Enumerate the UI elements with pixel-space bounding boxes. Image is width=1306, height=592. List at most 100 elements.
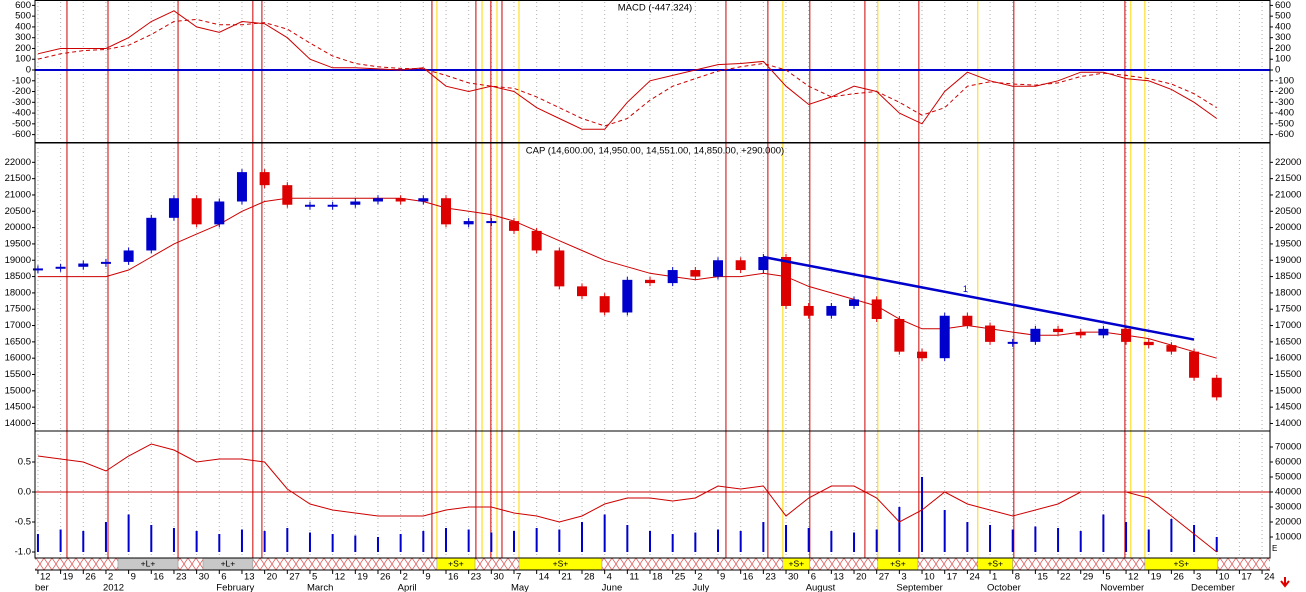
y-tick-label: 22000 bbox=[5, 157, 31, 168]
y-tick-label: 0 bbox=[26, 65, 31, 76]
x-tick-label: 9 bbox=[720, 572, 725, 583]
x-tick-label: 11 bbox=[629, 572, 639, 583]
candle bbox=[350, 201, 361, 205]
y-tick-label: 300 bbox=[1275, 32, 1291, 43]
candle bbox=[985, 325, 996, 342]
series-line bbox=[37, 18, 1217, 127]
y-tick-label: 22000 bbox=[1275, 157, 1301, 168]
band-label: +S+ bbox=[448, 558, 464, 568]
y-tick-label: -200 bbox=[12, 86, 31, 97]
volume-bar bbox=[875, 529, 878, 552]
panel-title: MACD (-447.324) bbox=[618, 3, 692, 14]
y-tick-label: -400 bbox=[12, 108, 31, 119]
y-tick-label: 21500 bbox=[1275, 173, 1301, 184]
annotation: 1 bbox=[963, 284, 968, 294]
month-label: February bbox=[216, 583, 254, 592]
volume-bar bbox=[943, 510, 946, 552]
x-tick-label: 7 bbox=[516, 572, 521, 583]
candle bbox=[939, 315, 950, 359]
candle bbox=[622, 279, 633, 313]
x-tick-label: 26 bbox=[380, 572, 391, 583]
volume-bar bbox=[603, 514, 606, 552]
x-tick-label: 20 bbox=[267, 572, 278, 583]
x-tick-label: 6 bbox=[221, 572, 226, 583]
volume-bar bbox=[59, 529, 62, 552]
x-tick-label: 19 bbox=[1151, 572, 1162, 583]
candle bbox=[327, 204, 338, 207]
volume-bar bbox=[1147, 529, 1150, 552]
candle bbox=[1121, 328, 1132, 342]
y-tick-label: 30000 bbox=[1275, 502, 1301, 513]
x-tick-label: 16 bbox=[448, 572, 459, 583]
candle bbox=[282, 185, 293, 205]
x-tick-label: 22 bbox=[1060, 572, 1071, 583]
volume-bar bbox=[512, 531, 515, 552]
volume-bar bbox=[626, 525, 629, 552]
y-tick-label: 15500 bbox=[1275, 369, 1301, 380]
volume-bar bbox=[1034, 526, 1037, 552]
y-tick-label: 19500 bbox=[1275, 238, 1301, 249]
candle bbox=[259, 172, 270, 186]
candle bbox=[894, 319, 905, 352]
y-tick-label: 21000 bbox=[5, 189, 31, 200]
y-tick-label: 16500 bbox=[5, 336, 31, 347]
x-tick-label: 5 bbox=[1105, 572, 1110, 583]
month-label: March bbox=[307, 583, 333, 592]
y-tick-label: 19500 bbox=[5, 238, 31, 249]
candle bbox=[236, 172, 247, 202]
y-tick-label: 20000 bbox=[5, 222, 31, 233]
volume-bar bbox=[898, 507, 901, 552]
osc-frame bbox=[34, 430, 1271, 559]
volume-bar bbox=[331, 534, 334, 552]
x-tick-label: 8 bbox=[1015, 572, 1020, 583]
candle bbox=[781, 256, 792, 306]
y-tick-label: 500 bbox=[15, 11, 31, 22]
x-tick-label: 13 bbox=[244, 572, 255, 583]
y-tick-label: 20000 bbox=[1275, 222, 1301, 233]
x-tick-label: 21 bbox=[561, 572, 572, 583]
month-label: December bbox=[1191, 583, 1235, 592]
volume-bar bbox=[921, 477, 924, 552]
volume-bar bbox=[399, 534, 402, 552]
corner-icon: E bbox=[1272, 544, 1277, 553]
candle bbox=[32, 268, 43, 271]
x-tick-label: 26 bbox=[1173, 572, 1184, 583]
candle bbox=[1007, 341, 1018, 344]
y-tick-label: 20000 bbox=[1275, 517, 1301, 528]
candle bbox=[917, 351, 928, 359]
candle bbox=[1053, 328, 1064, 333]
volume-bar bbox=[376, 537, 379, 552]
band-label: +S+ bbox=[987, 558, 1003, 568]
x-tick-label: 20 bbox=[856, 572, 867, 583]
y-tick-label: -200 bbox=[1275, 86, 1294, 97]
candle bbox=[146, 217, 157, 251]
y-tick-label: -300 bbox=[1275, 97, 1294, 108]
y-tick-label: -100 bbox=[1275, 75, 1294, 86]
band-label: +S+ bbox=[1174, 558, 1190, 568]
candle bbox=[1098, 328, 1109, 336]
y-tick-label: -100 bbox=[12, 75, 31, 86]
y-tick-label: 17000 bbox=[1275, 320, 1301, 331]
x-tick-label: 30 bbox=[493, 572, 504, 583]
month-label: June bbox=[602, 583, 623, 592]
y-tick-label: -400 bbox=[1275, 108, 1294, 119]
volume-bar bbox=[218, 534, 221, 552]
band-label: +S+ bbox=[789, 558, 805, 568]
x-tick-label: 19 bbox=[357, 572, 368, 583]
volume-bar bbox=[694, 532, 697, 552]
candle bbox=[440, 198, 451, 225]
x-tick-label: 27 bbox=[879, 572, 890, 583]
y-tick-label: 16000 bbox=[5, 353, 31, 364]
x-tick-label: 9 bbox=[131, 572, 136, 583]
volume-bar bbox=[580, 522, 583, 552]
volume-bar bbox=[807, 528, 810, 552]
y-tick-label: 16500 bbox=[1275, 336, 1301, 347]
y-tick-label: 16000 bbox=[1275, 353, 1301, 364]
y-tick-label: 40000 bbox=[1275, 487, 1301, 498]
volume-bar bbox=[308, 532, 311, 552]
y-tick-label: -600 bbox=[1275, 129, 1294, 140]
y-tick-label: 14000 bbox=[1275, 418, 1301, 429]
y-tick-label: -1.0 bbox=[15, 547, 31, 558]
month-label: August bbox=[806, 583, 836, 592]
